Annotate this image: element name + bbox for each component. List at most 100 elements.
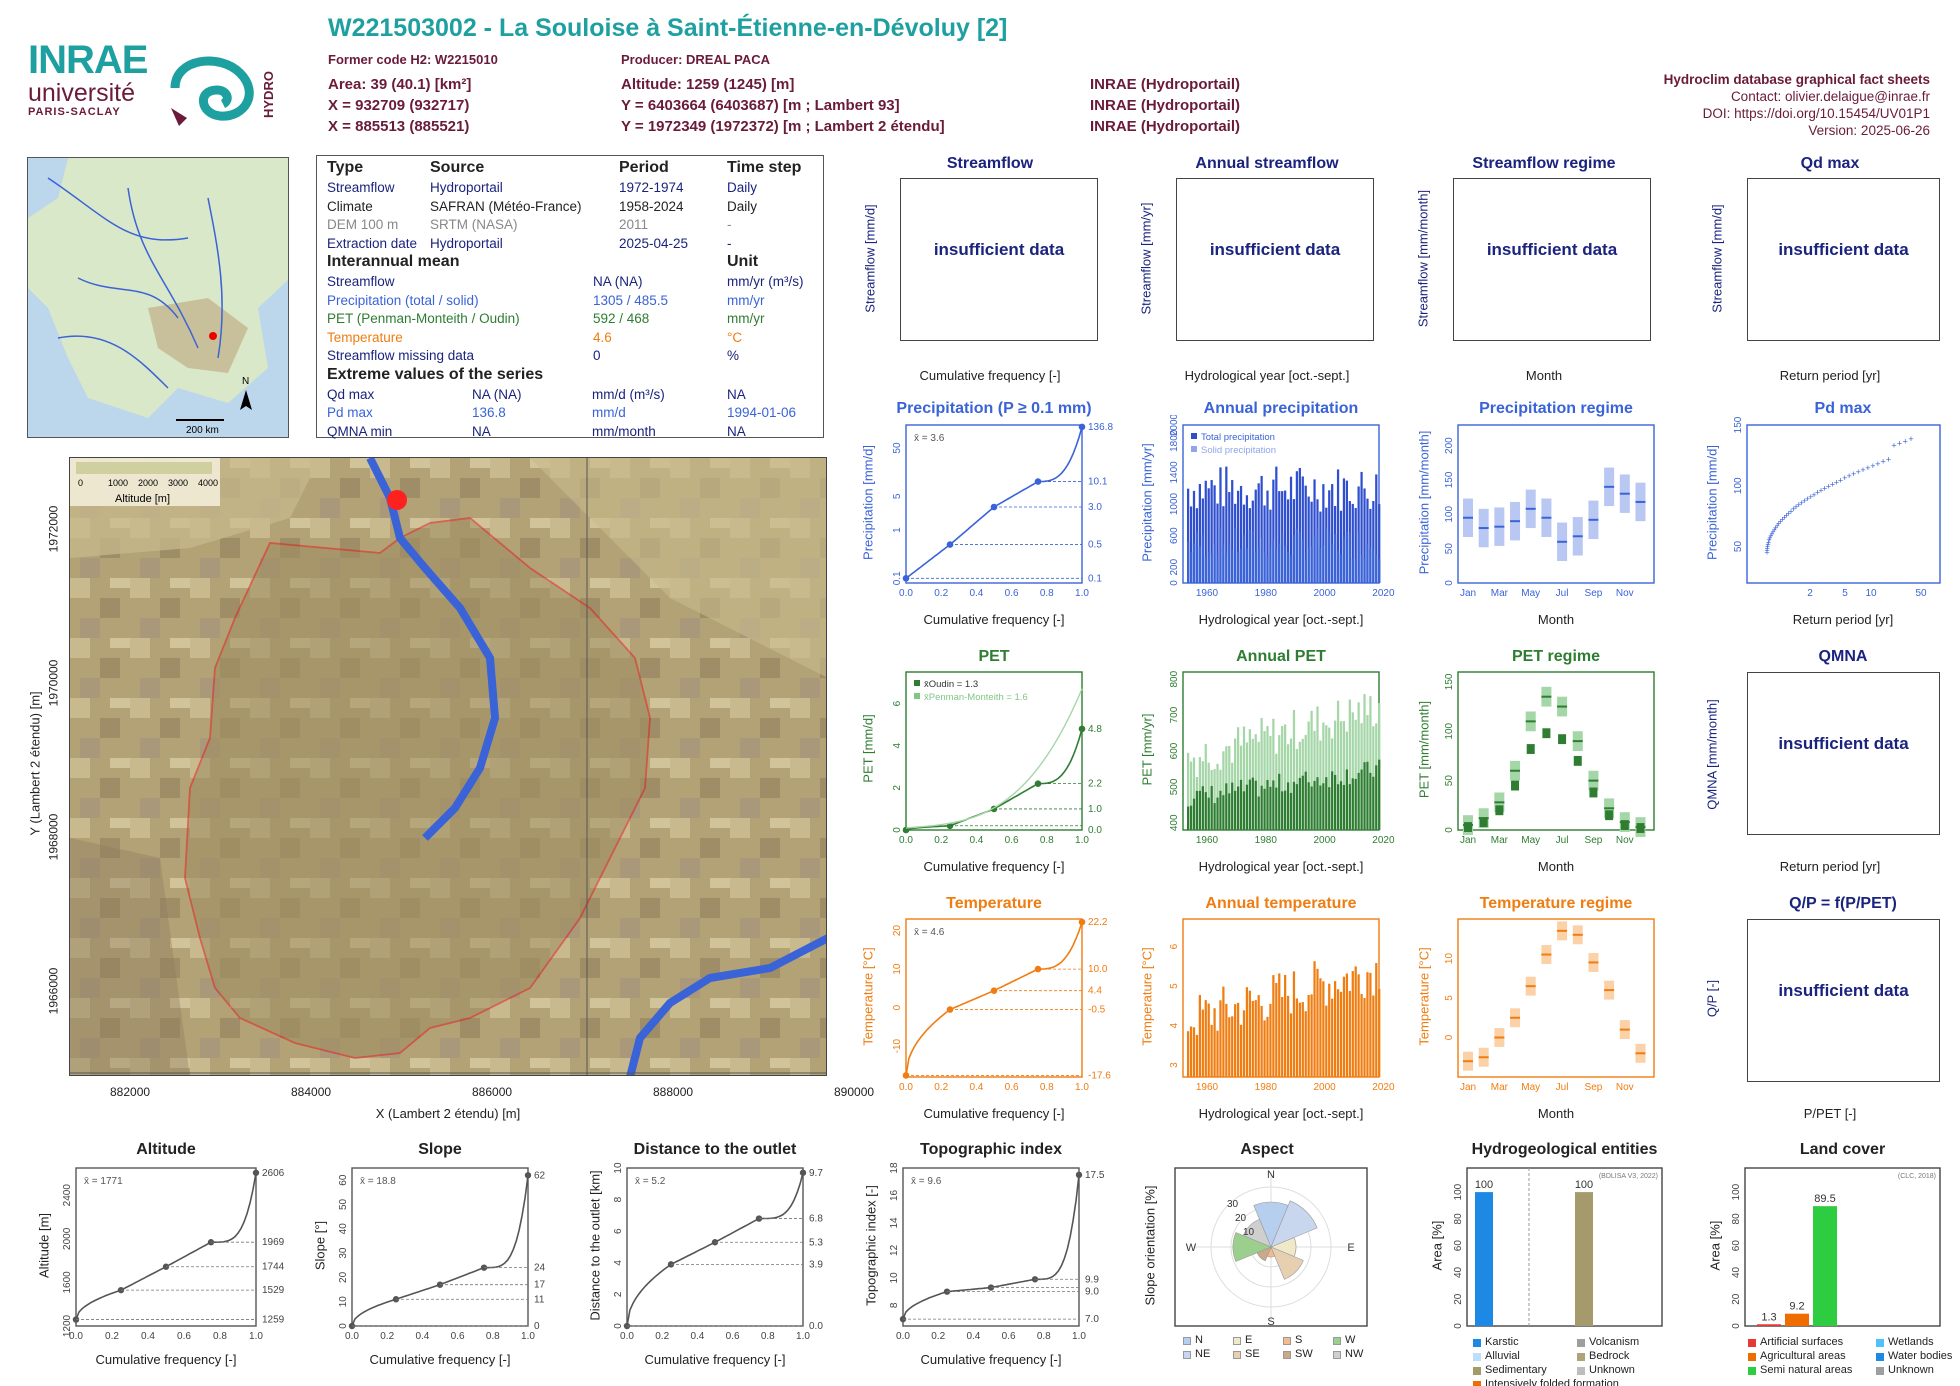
annual_pet-bar2 <box>1231 782 1234 830</box>
annual_temp-bar <box>1278 973 1281 1077</box>
annual_temp-bar <box>1222 986 1225 1077</box>
xtick: 1.0 <box>249 1331 263 1342</box>
temp_regime-chart-frame <box>1457 918 1655 1078</box>
annual_precip-bar <box>1304 485 1307 583</box>
aspect-sector <box>1232 1232 1272 1262</box>
aspect-legend-swatch <box>1333 1337 1341 1345</box>
pd-max-point: + <box>1903 436 1908 446</box>
annual_precip-bar2 <box>1263 552 1266 583</box>
distance-chart-frame <box>626 1167 804 1327</box>
pet-regime-oudin-box <box>1479 817 1488 828</box>
topo-chart-frame <box>902 1167 1080 1327</box>
annual_precip-bar2 <box>1378 559 1381 583</box>
right-label: 2606 <box>262 1168 285 1179</box>
annual_precip-bar <box>1331 484 1334 583</box>
pd-max-point: + <box>1891 440 1896 450</box>
pd-max-point: + <box>1818 486 1823 496</box>
xtick: 1960 <box>1196 588 1219 599</box>
landcover-legend-swatch <box>1748 1339 1756 1347</box>
right-label: 1969 <box>262 1237 285 1248</box>
extreme-row-cell: NA (NA) <box>472 386 522 402</box>
annual_pet-bar2 <box>1260 785 1263 830</box>
xtick: 0.0 <box>899 835 913 846</box>
topo-xlabel: Cumulative frequency [-] <box>920 1352 1062 1367</box>
ytick: 0 <box>613 1323 624 1329</box>
annual_temp-bar <box>1325 1005 1328 1077</box>
aspect-ylabel: Slope orientation [%] <box>1142 1185 1158 1306</box>
annual_temp-bar <box>1307 994 1310 1077</box>
annual_precip-bar2 <box>1328 531 1331 583</box>
ytick: 50 <box>1444 543 1455 555</box>
right-label: 0.0 <box>809 1321 823 1332</box>
xtick: 0.6 <box>451 1331 465 1342</box>
annual_precip-bar2 <box>1363 557 1366 583</box>
annual_temp-bar <box>1204 1000 1207 1077</box>
altitude-chart-frame <box>75 1167 257 1327</box>
annual_pet-bar <box>1339 721 1343 830</box>
annual_pet-bar <box>1216 763 1219 830</box>
right-label: 9.0 <box>1085 1287 1099 1298</box>
annual_temp-bar <box>1219 1000 1222 1077</box>
annual_temp-bar <box>1360 994 1363 1077</box>
ytick: 0 <box>1453 1323 1464 1329</box>
producer: Producer: DREAL PACA <box>621 52 771 67</box>
annual_precip-bar2 <box>1192 543 1196 583</box>
ytick: 2000 <box>1169 415 1180 436</box>
qp-title: Q/P = f(P/PET) <box>1789 895 1897 912</box>
annual_precip-bar2 <box>1348 533 1351 583</box>
annual_temp-bar <box>1331 998 1334 1077</box>
pet-xlabel: Cumulative frequency [-] <box>923 859 1065 874</box>
annual_temp-bar <box>1228 1017 1231 1077</box>
pd-max-point: + <box>1830 479 1835 489</box>
annual_precip-bar <box>1204 480 1207 583</box>
aspect-legend-label: SE <box>1245 1348 1260 1360</box>
xtick: 0.4 <box>690 1331 704 1342</box>
xtick: Jan <box>1460 1082 1476 1093</box>
pet-point <box>1078 725 1086 733</box>
former-code: Former code H2: W2215010 <box>328 52 498 67</box>
doi-link[interactable]: DOI: https://doi.org/10.15454/UV01P1 <box>1702 106 1930 121</box>
ytick: 40 <box>338 1223 349 1235</box>
interannual-row-cell: 4.6 <box>593 329 612 345</box>
precip-mean: x̄ = 3.6 <box>914 433 945 444</box>
map-xtick: 882000 <box>110 1085 151 1099</box>
landcover-legend-label: Semi natural areas <box>1760 1364 1853 1376</box>
pd-max-point: + <box>1865 463 1870 473</box>
annual_pet-bar2 <box>1245 784 1249 830</box>
ytick: 60 <box>1731 1240 1742 1252</box>
altitude-point <box>252 1169 260 1176</box>
xtick: 2000 <box>1313 835 1336 846</box>
annual_precip-bar2 <box>1269 546 1272 583</box>
pd-max-point: + <box>1770 527 1775 537</box>
ytick: 0 <box>1444 1034 1455 1040</box>
annual_pet-bar2 <box>1201 786 1204 830</box>
ytick: 30 <box>338 1247 349 1259</box>
aspect-legend-swatch <box>1333 1351 1341 1359</box>
annual_pet-bar <box>1213 769 1216 830</box>
annual_temp-bar <box>1239 1024 1243 1077</box>
streamflow_regime-title: Streamflow regime <box>1472 155 1616 172</box>
annual_precip-bar <box>1257 483 1260 583</box>
annual_pet-bar <box>1187 752 1190 830</box>
ytick: 80 <box>1453 1213 1464 1225</box>
hydrogeo-legend-swatch <box>1577 1353 1585 1361</box>
right-label: -0.5 <box>1088 1005 1106 1016</box>
annual_temp-bar <box>1284 974 1287 1077</box>
ytick: 8 <box>613 1196 624 1202</box>
pet_regime-title: PET regime <box>1511 648 1601 665</box>
annual_precip-bar2 <box>1284 545 1287 583</box>
pd-max-point: + <box>1822 484 1827 494</box>
pet_regime-chart-frame <box>1457 671 1655 831</box>
altitude-ylabel: Altitude [m] <box>36 1212 52 1279</box>
streamflow_regime-ylabel: Streamflow [mm/month] <box>1415 189 1431 328</box>
xtick: 1960 <box>1196 835 1219 846</box>
aspect-legend-swatch <box>1233 1337 1241 1345</box>
xtick: 0.2 <box>934 588 948 599</box>
hydrogeo-legend-swatch <box>1473 1353 1481 1361</box>
pet-chart-frame <box>905 671 1083 831</box>
ytick: 10 <box>338 1296 349 1308</box>
annual_precip-bar <box>1345 480 1348 583</box>
annual_precip-bar <box>1272 479 1275 583</box>
